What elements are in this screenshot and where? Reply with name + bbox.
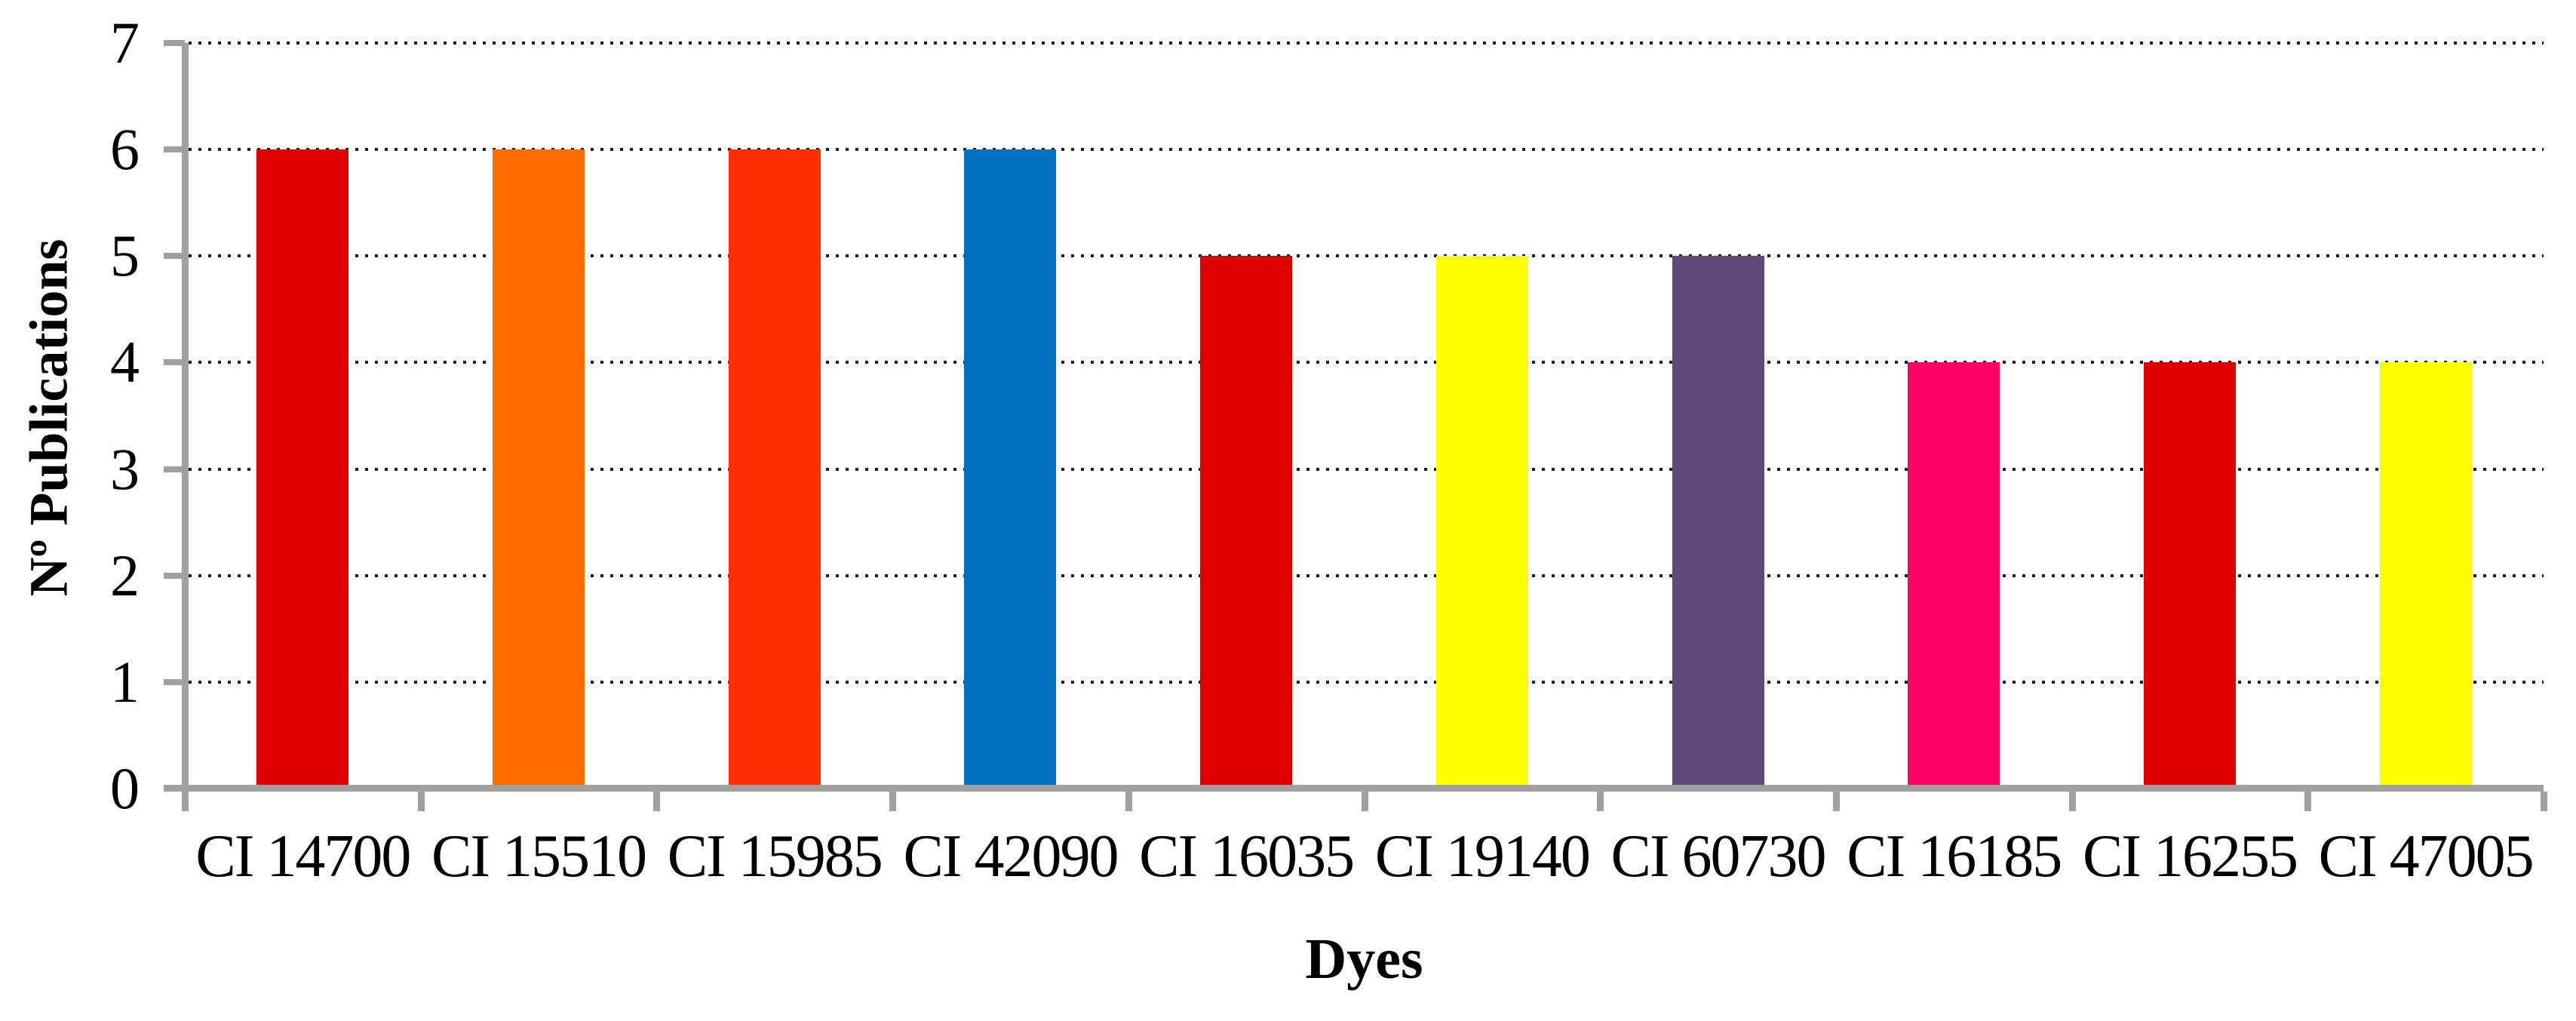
y-axis-line bbox=[182, 43, 189, 810]
y-tick-mark bbox=[164, 572, 185, 579]
x-tick-mark bbox=[182, 792, 189, 811]
x-axis-label-ci-19140: CI 19140 bbox=[1374, 823, 1591, 890]
x-tick-mark bbox=[2304, 792, 2312, 811]
x-tick-mark bbox=[1125, 792, 1132, 811]
x-tick-mark bbox=[417, 792, 425, 811]
x-axis-label-ci-16255: CI 16255 bbox=[2082, 823, 2298, 890]
x-axis-label-ci-60730: CI 60730 bbox=[1610, 823, 1827, 890]
x-tick-mark bbox=[1361, 792, 1368, 811]
x-tick-mark bbox=[2541, 792, 2547, 811]
y-tick-label: 0 bbox=[110, 755, 140, 821]
x-tick-mark bbox=[2068, 792, 2076, 811]
gridline bbox=[189, 42, 2544, 45]
gridline bbox=[189, 574, 2544, 577]
x-tick-mark bbox=[653, 792, 661, 811]
y-tick-label: 4 bbox=[110, 329, 140, 395]
y-tick-label: 7 bbox=[110, 10, 140, 75]
y-tick-mark bbox=[164, 253, 185, 260]
bar-ci-15510 bbox=[493, 149, 585, 789]
y-tick-mark bbox=[164, 466, 185, 472]
x-axis-label-ci-42090: CI 42090 bbox=[903, 823, 1119, 890]
x-tick-mark bbox=[889, 792, 897, 811]
x-axis-label-ci-15985: CI 15985 bbox=[667, 823, 883, 890]
y-tick-label: 3 bbox=[110, 435, 140, 502]
y-tick-mark bbox=[164, 786, 185, 792]
x-axis-label-ci-15510: CI 15510 bbox=[431, 823, 647, 890]
bar-ci-47005 bbox=[2379, 362, 2472, 789]
bar-ci-19140 bbox=[1435, 256, 1528, 789]
gridline bbox=[189, 467, 2544, 471]
bar-ci-16255 bbox=[2143, 362, 2236, 789]
gridline bbox=[189, 680, 2544, 684]
y-tick-label: 2 bbox=[110, 542, 140, 608]
y-tick-mark bbox=[164, 146, 185, 153]
bar-ci-14700 bbox=[256, 149, 349, 789]
x-tick-mark bbox=[1832, 792, 1840, 811]
x-axis-line bbox=[164, 785, 2544, 792]
y-tick-mark bbox=[164, 40, 185, 46]
bar-ci-42090 bbox=[964, 149, 1057, 789]
y-tick-label: 1 bbox=[110, 648, 140, 715]
y-tick-mark bbox=[164, 359, 185, 366]
gridline bbox=[189, 148, 2544, 152]
bar-ci-15985 bbox=[728, 149, 821, 789]
x-axis-label-ci-16185: CI 16185 bbox=[1847, 823, 2062, 890]
bar-ci-60730 bbox=[1672, 256, 1764, 789]
y-tick-mark bbox=[164, 678, 185, 685]
y-tick-label: 5 bbox=[110, 223, 140, 289]
bar-ci-16185 bbox=[1908, 362, 2000, 789]
x-axis-label-ci-14700: CI 14700 bbox=[195, 823, 411, 890]
bar-ci-16035 bbox=[1200, 256, 1293, 789]
gridline bbox=[189, 254, 2544, 258]
x-axis-label-ci-16035: CI 16035 bbox=[1139, 823, 1355, 890]
x-axis-label-ci-47005: CI 47005 bbox=[2318, 823, 2535, 890]
y-tick-label: 6 bbox=[110, 116, 140, 183]
x-axis-title: Dyes bbox=[1305, 927, 1423, 991]
gridline bbox=[189, 361, 2544, 364]
x-tick-mark bbox=[1597, 792, 1604, 811]
